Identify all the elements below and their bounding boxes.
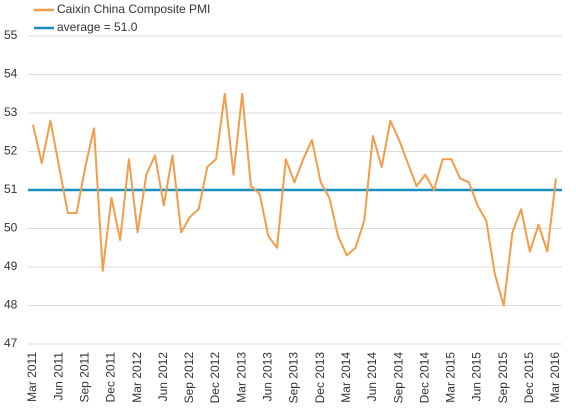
x-tick-label: Sep 2015 <box>496 352 510 404</box>
y-tick-label: 52 <box>4 144 18 158</box>
x-tick-label: Jun 2011 <box>51 352 65 401</box>
x-tick-label: Dec 2013 <box>313 352 327 404</box>
x-tick-label: Mar 2014 <box>339 352 353 403</box>
data-line <box>32 92 557 307</box>
x-tick-label: Sep 2014 <box>391 352 405 404</box>
x-tick-label: Jun 2014 <box>365 352 379 402</box>
x-tick-label: Jun 2012 <box>156 352 170 402</box>
legend-label: Caixin China Composite PMI <box>57 2 210 16</box>
y-tick-label: 48 <box>4 298 18 312</box>
x-tick-label: Sep 2013 <box>287 352 301 404</box>
x-tick-label: Dec 2012 <box>208 352 222 404</box>
legend-label: average = 51.0 <box>57 20 138 34</box>
x-tick-label: Jun 2013 <box>261 352 275 402</box>
y-tick-label: 50 <box>4 221 18 235</box>
x-tick-label: Dec 2014 <box>417 352 431 404</box>
x-tick-label: Mar 2012 <box>130 352 144 403</box>
y-tick-label: 49 <box>4 259 18 273</box>
x-tick-label: Mar 2013 <box>234 352 248 403</box>
x-tick-label: Mar 2011 <box>25 352 39 402</box>
y-tick-label: 47 <box>4 336 18 350</box>
x-tick-label: Mar 2015 <box>444 352 458 403</box>
x-tick-label: Jun 2015 <box>470 352 484 402</box>
x-tick-label: Mar 2016 <box>548 352 562 403</box>
x-tick-label: Sep 2012 <box>182 352 196 404</box>
y-tick-label: 55 <box>4 28 18 42</box>
x-tick-label: Dec 2011 <box>104 352 118 403</box>
x-tick-label: Dec 2015 <box>522 352 536 404</box>
x-tick-label: Sep 2011 <box>77 352 91 403</box>
y-tick-label: 51 <box>4 182 18 196</box>
y-tick-label: 54 <box>4 67 18 81</box>
y-tick-label: 53 <box>4 105 18 119</box>
